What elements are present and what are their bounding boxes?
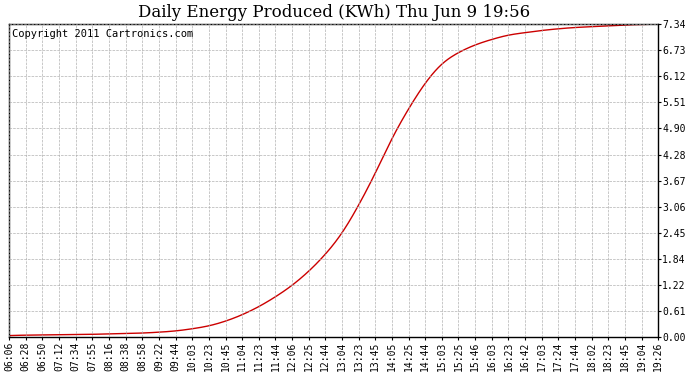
Text: Copyright 2011 Cartronics.com: Copyright 2011 Cartronics.com bbox=[12, 29, 194, 39]
Title: Daily Energy Produced (KWh) Thu Jun 9 19:56: Daily Energy Produced (KWh) Thu Jun 9 19… bbox=[137, 4, 530, 21]
